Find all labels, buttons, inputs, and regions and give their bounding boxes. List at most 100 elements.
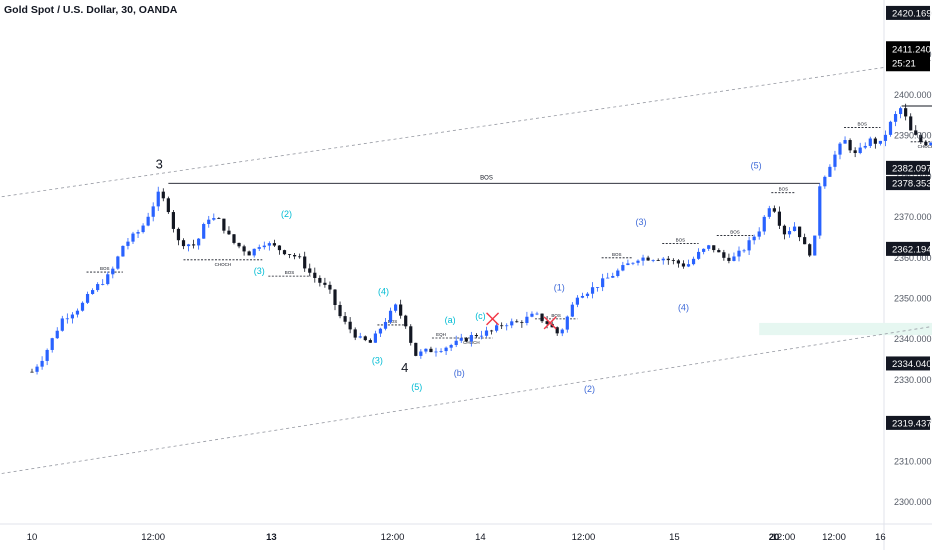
channel-lines [1, 60, 932, 474]
bottom-zone [759, 322, 932, 336]
candle-body [348, 321, 352, 330]
candle-body [767, 208, 771, 217]
candle-body [883, 134, 888, 141]
candle-body [333, 289, 337, 305]
candle-body [444, 347, 448, 352]
candle-body [131, 233, 135, 242]
candle-body [838, 143, 842, 155]
candle-body [873, 138, 877, 144]
candle-body [666, 258, 670, 261]
candle-body [313, 272, 317, 278]
price-tag-6: 2319.437 [886, 415, 932, 430]
price-tick-label: 2340.000 [894, 334, 932, 344]
candle-body [414, 342, 418, 356]
cross-stroke [486, 312, 500, 326]
candle-body [737, 250, 741, 257]
candle-body [676, 260, 680, 264]
wave-label-12: (2) [584, 384, 595, 394]
minor-level-label-8: BOS [676, 238, 686, 243]
candle-body [257, 247, 261, 249]
time-tick-label: 14 [475, 532, 486, 543]
candle-body [727, 257, 731, 261]
candle-body [636, 260, 640, 263]
wave-label-8: (a) [445, 315, 456, 325]
candle-body [646, 257, 650, 261]
candle-body [368, 340, 372, 343]
candle-body [156, 191, 160, 207]
candle-body [378, 328, 383, 334]
candle-body [272, 243, 276, 246]
wave-label-0: 3 [156, 156, 163, 171]
candle-body [762, 216, 766, 232]
candle-body [151, 206, 155, 217]
time-axis[interactable]: 1012:001312:001412:001512:001612:001712:… [27, 532, 932, 543]
candle-body [520, 322, 524, 324]
candle-body [247, 251, 251, 256]
candle-body [454, 340, 458, 346]
candle-body [469, 335, 473, 342]
time-tick-label: 12:00 [822, 532, 846, 543]
candle-body [171, 212, 175, 229]
price-tick-label: 2300.000 [894, 497, 932, 507]
candle-body [55, 330, 59, 339]
candle-body [106, 274, 110, 285]
candle-body [777, 211, 781, 226]
candle-body [853, 150, 857, 154]
candle-body [181, 240, 186, 247]
candle-body [343, 316, 347, 322]
candle-body [813, 235, 817, 256]
candle-body [616, 270, 620, 276]
candle-body [328, 284, 332, 290]
candle-body [161, 191, 165, 199]
candle-body [91, 290, 95, 294]
candle-body [787, 231, 792, 235]
minor-level-label-1: CHOCH [215, 262, 232, 267]
price-tick-label: 2400.000 [894, 90, 932, 100]
candle-body [338, 304, 342, 317]
candle-body [596, 287, 600, 288]
candle-body [116, 256, 120, 269]
chart-title: Gold Spot / U.S. Dollar, 30, OANDA [4, 4, 178, 16]
candle-body [878, 140, 882, 144]
candle-body [888, 121, 893, 135]
price-tag-3: 2378.353 [886, 176, 932, 191]
wave-label-4: (3) [254, 266, 265, 276]
candle-body [394, 304, 398, 311]
candle-body [363, 336, 367, 341]
candle-body [686, 264, 691, 267]
candle-body [656, 260, 660, 261]
candle-body [484, 330, 489, 336]
candle-body [611, 275, 615, 278]
candle-body [40, 360, 44, 367]
minor-level-label-12: CHOCH [918, 144, 932, 149]
price-tag-value: 2420.169 [892, 8, 932, 19]
time-tick-label: 12:00 [141, 532, 165, 543]
wave-label-1: 4 [401, 360, 408, 375]
candle-body [868, 138, 872, 146]
price-tick-label: 2360.000 [894, 253, 932, 263]
candle-body [96, 284, 100, 291]
wave-label-14: (4) [678, 303, 689, 313]
candle-body [808, 244, 812, 256]
time-tick-label: 12:00 [772, 532, 796, 543]
price-tag-bg [886, 160, 930, 175]
price-tick-label: 2330.000 [894, 375, 932, 385]
candle-body [631, 262, 635, 264]
candle-body [681, 263, 686, 267]
time-tick-label: 10 [27, 532, 38, 543]
candle-body [424, 348, 428, 352]
candle-body [282, 250, 287, 255]
candle-body [621, 265, 625, 271]
candle-body [863, 145, 867, 148]
candle-body [540, 313, 544, 322]
minor-level-label-3: BOS [388, 319, 398, 324]
candle-body [318, 277, 322, 283]
candle-body [35, 366, 39, 372]
candle-body [575, 297, 579, 305]
candle-body [560, 329, 564, 334]
price-tag-bg [886, 41, 930, 72]
candle-body [101, 284, 105, 285]
time-tick-label: 12:00 [572, 532, 596, 543]
